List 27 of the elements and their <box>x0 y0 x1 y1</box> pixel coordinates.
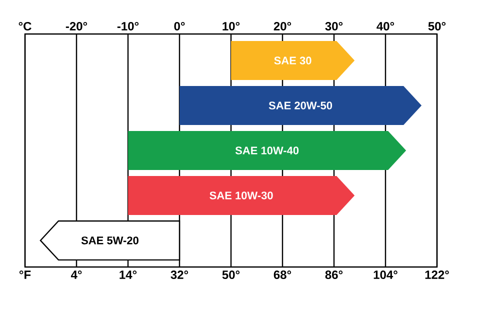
x2-tick-label: 86° <box>325 270 343 280</box>
x-tick-label: °C <box>18 22 32 30</box>
bar <box>40 220 180 261</box>
bar <box>128 176 355 215</box>
x-tick-label: 10° <box>222 22 240 30</box>
x2-tick-label: 14° <box>120 270 137 279</box>
x-tick-label: 0° <box>174 22 185 30</box>
x-tick-label: 20° <box>274 22 292 30</box>
x2-tick-label: 32° <box>170 270 188 280</box>
y-tick-label: SAE 30 <box>274 56 312 64</box>
x2-tick-label: 68° <box>274 270 292 280</box>
x-tick-label: 40° <box>376 22 394 30</box>
bar <box>128 131 406 170</box>
x2-tick-label: 50° <box>222 270 240 280</box>
bar <box>180 86 422 125</box>
x2-tick-label: 104° <box>374 270 398 280</box>
y-tick-label: SAE 5W-20 <box>81 236 138 244</box>
y-tick-label: SAE 10W-40 <box>235 146 299 154</box>
y-tick-label: SAE 10W-30 <box>210 192 273 200</box>
y-tick-label: SAE 20W-50 <box>268 102 332 110</box>
x-tick-label: 50° <box>428 22 446 30</box>
x2-tick-label: °F <box>19 270 31 279</box>
x2-tick-label: 122° <box>425 270 449 279</box>
x-tick-label: -20° <box>66 22 88 30</box>
x-tick-label: 30° <box>325 22 343 30</box>
x2-tick-label: 4° <box>70 270 82 279</box>
x-tick-label: -10° <box>117 22 139 30</box>
